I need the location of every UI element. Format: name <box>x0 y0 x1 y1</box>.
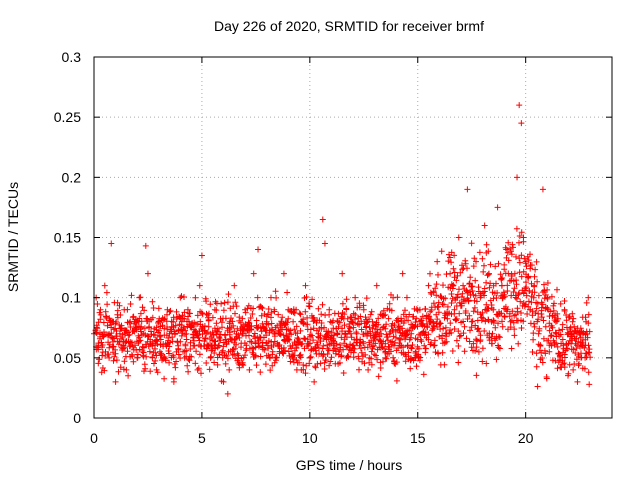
data-point <box>198 252 205 259</box>
data-point <box>570 366 577 373</box>
x-tick-label: 10 <box>302 430 318 446</box>
data-point <box>514 174 521 181</box>
data-point <box>516 102 523 109</box>
y-tick-label: 0.1 <box>62 290 82 306</box>
data-point <box>425 282 432 289</box>
data-point <box>224 390 231 397</box>
data-point <box>535 330 542 337</box>
chart-title: Day 226 of 2020, SRMTID for receiver brm… <box>214 18 484 34</box>
x-axis-ticks: 0 5 10 15 20 <box>90 57 534 446</box>
data-point <box>321 240 328 247</box>
y-tick-label: 0.2 <box>62 169 82 185</box>
data-point <box>481 222 488 229</box>
data-point <box>539 186 546 193</box>
data-point <box>473 258 480 265</box>
x-tick-label: 20 <box>518 430 534 446</box>
y-tick-label: 0.15 <box>54 230 81 246</box>
data-point <box>302 282 309 289</box>
data-point <box>574 378 581 385</box>
y-tick-label: 0.25 <box>54 109 81 125</box>
data-point <box>108 240 115 247</box>
data-point <box>250 270 257 277</box>
data-point <box>455 234 462 241</box>
data-point <box>255 246 262 253</box>
y-axis-label: SRMTID / TECUs <box>5 182 21 292</box>
data-point <box>144 270 151 277</box>
grid-lines <box>94 57 612 418</box>
data-point <box>231 282 238 289</box>
data-point <box>319 216 326 223</box>
data-point <box>97 306 104 313</box>
data-point-cloud <box>92 225 594 390</box>
y-tick-label: 0.3 <box>62 49 82 65</box>
data-point <box>116 330 123 337</box>
data-point <box>280 270 287 277</box>
x-tick-label: 15 <box>410 430 426 446</box>
data-point <box>177 294 184 301</box>
data-point <box>373 282 380 289</box>
data-point <box>585 294 592 301</box>
data-point <box>106 354 113 361</box>
data-points <box>91 102 594 397</box>
data-point <box>246 366 253 373</box>
y-tick-label: 0 <box>73 410 81 426</box>
data-point <box>142 242 149 249</box>
data-point <box>468 318 475 325</box>
data-point <box>403 294 410 301</box>
y-tick-label: 0.05 <box>54 350 81 366</box>
data-point <box>101 282 108 289</box>
data-point <box>518 120 525 127</box>
data-point <box>460 282 467 289</box>
data-point <box>507 318 514 325</box>
y-axis-ticks: 0 0.05 0.1 0.15 0.2 0.25 0.3 <box>54 49 612 426</box>
data-point <box>434 258 441 265</box>
data-point <box>464 186 471 193</box>
data-point <box>112 378 119 385</box>
data-point <box>326 306 333 313</box>
data-point <box>352 294 359 301</box>
data-point <box>267 294 274 301</box>
data-point <box>311 378 318 385</box>
data-point <box>339 270 346 277</box>
data-point <box>382 354 389 361</box>
x-axis-label: GPS time / hours <box>296 457 403 473</box>
x-tick-label: 5 <box>198 430 206 446</box>
data-point <box>196 282 203 289</box>
data-point <box>365 366 372 373</box>
data-point <box>494 204 501 211</box>
data-point <box>399 270 406 277</box>
x-tick-label: 0 <box>90 430 98 446</box>
